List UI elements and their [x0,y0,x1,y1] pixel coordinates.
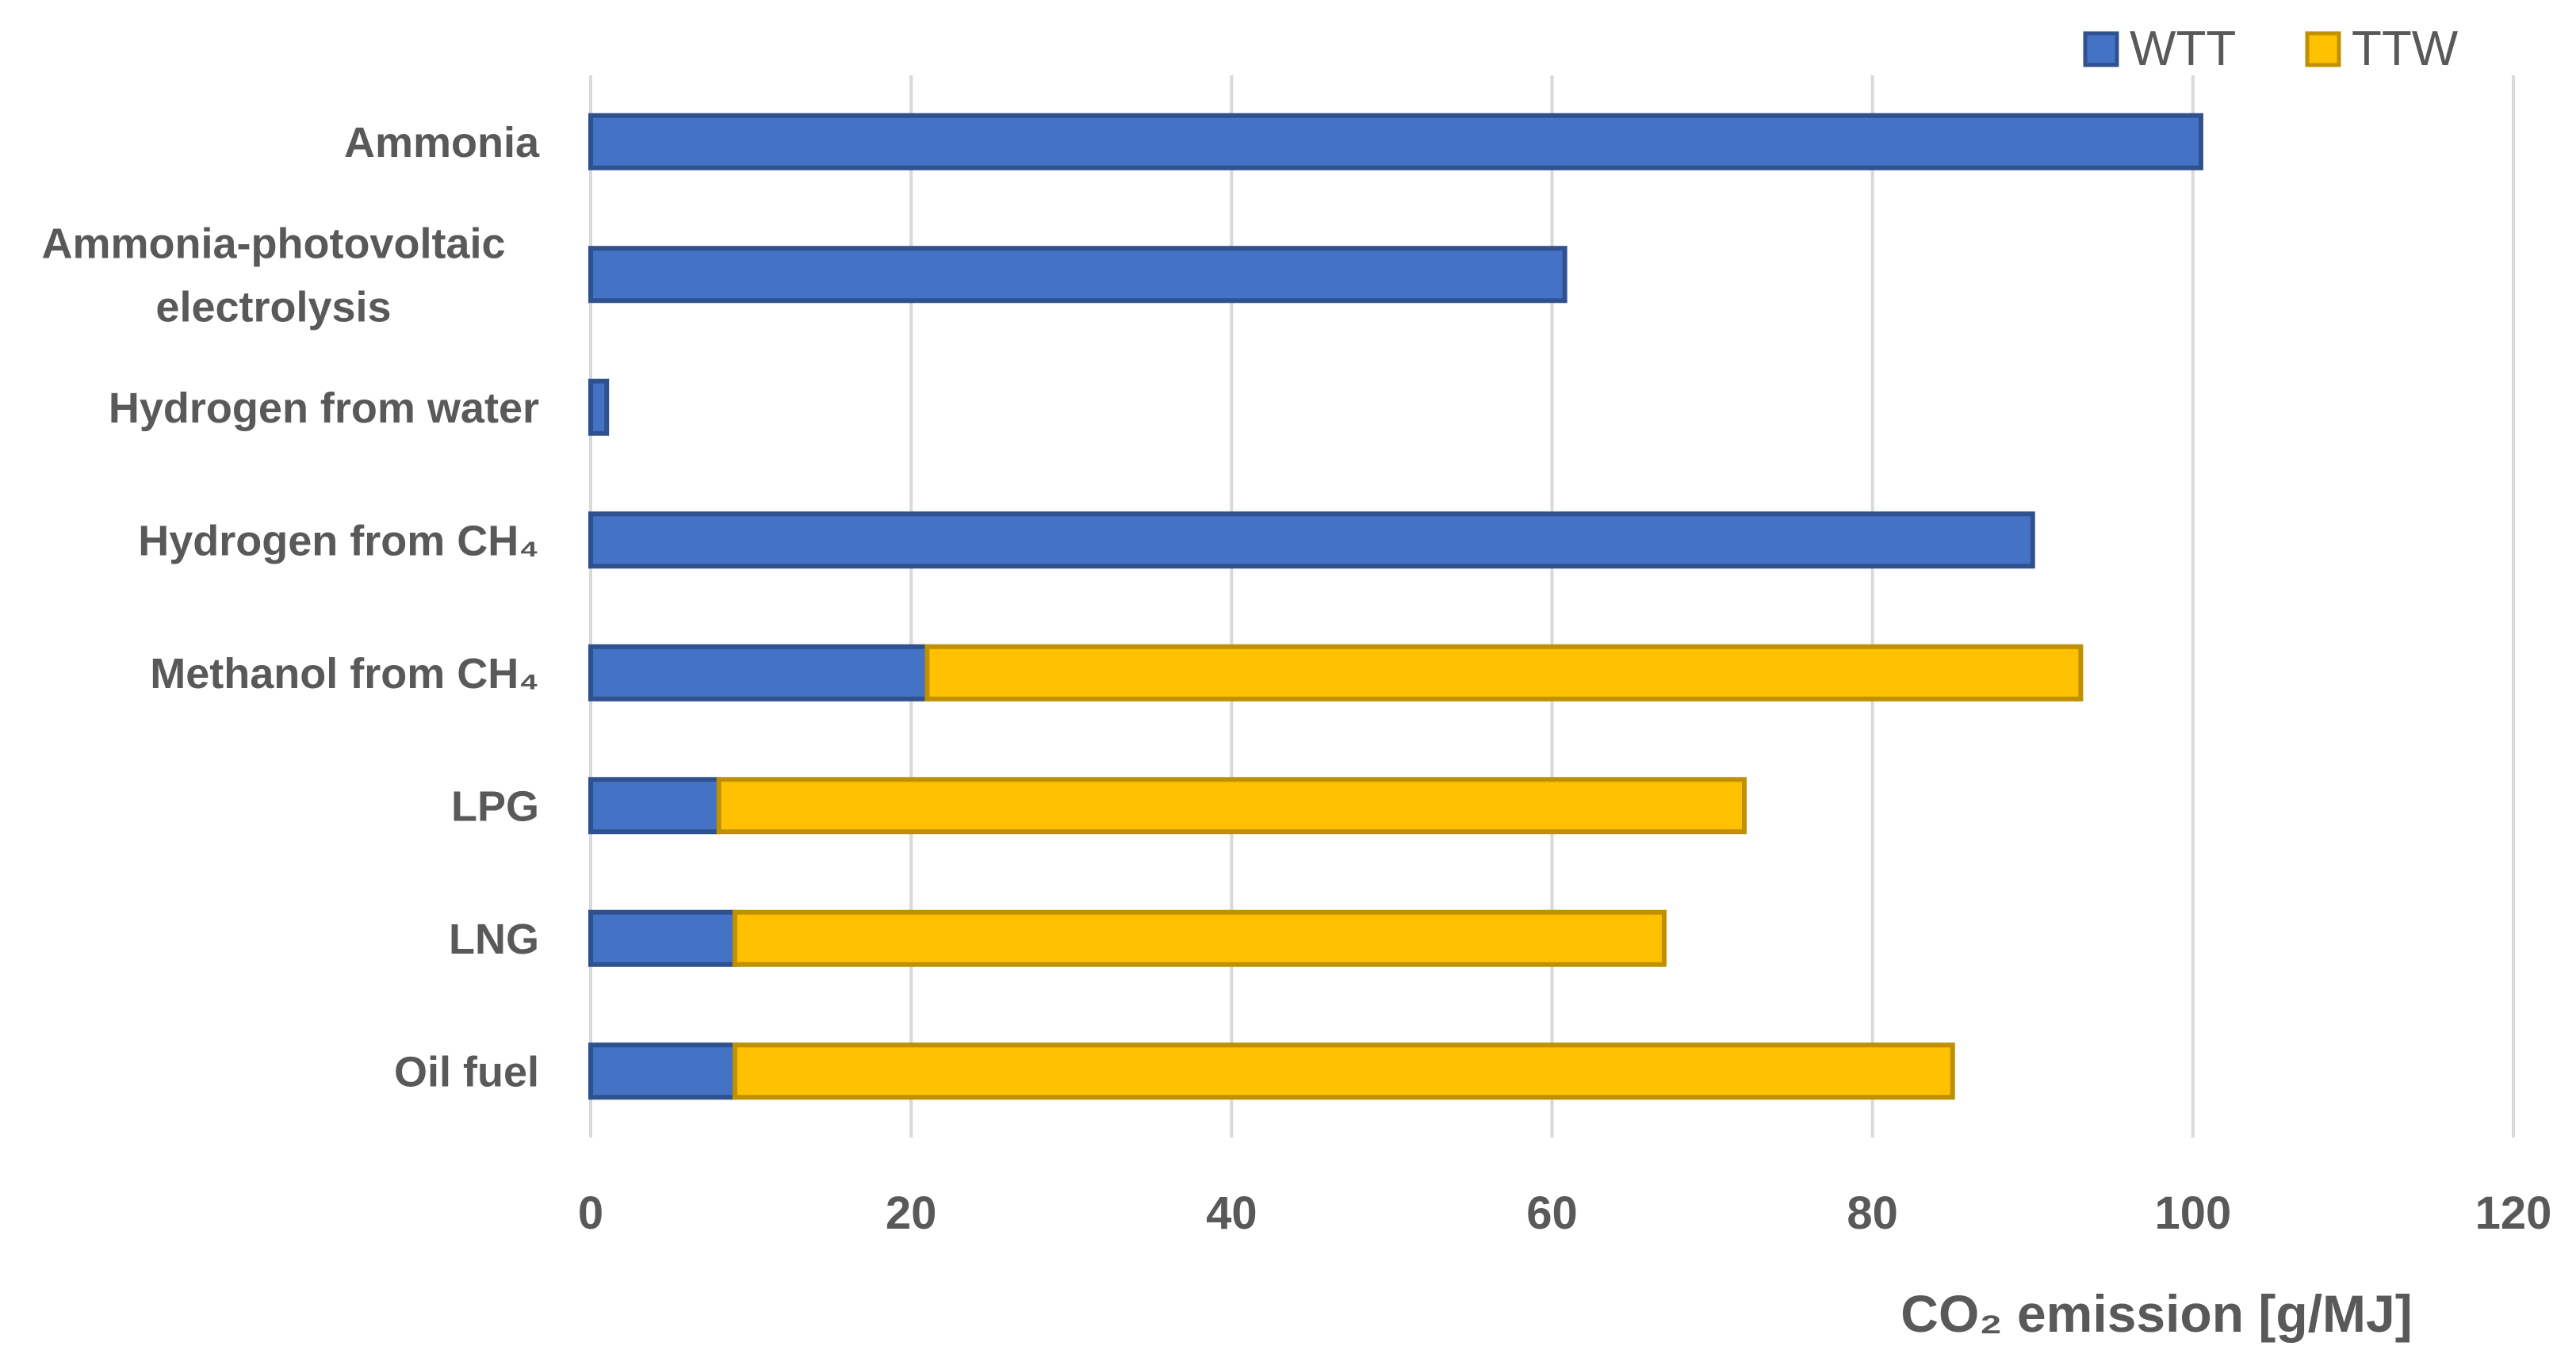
legend-swatch-ttw [2305,31,2341,67]
bar-wtt-7 [588,1042,737,1100]
category-label: electrolysis [155,283,391,331]
x-tick-label: 20 [886,1187,937,1239]
bar-wtt-5 [588,777,722,835]
bar-wtt-1 [588,246,1567,304]
bar-ttw-6 [732,909,1667,967]
bar-ttw-7 [732,1042,1955,1100]
legend: WTT TTW [2083,21,2459,76]
bar-wtt-6 [588,909,737,967]
x-tick-labels: 0 20 40 60 80 100 120 [578,1187,2552,1239]
x-tick-label: 100 [2154,1187,2231,1239]
category-label: Ammonia-photovoltaic [41,220,505,267]
category-label: Methanol from CH₄ [150,650,539,698]
legend-label-wtt: WTT [2130,21,2236,76]
bar-wtt-4 [588,644,930,702]
category-label: Ammonia [344,119,540,166]
x-tick-label: 120 [2475,1187,2552,1239]
x-tick-label: 0 [578,1187,603,1239]
bar-wtt-2 [588,378,610,436]
bars [588,113,2203,1100]
bar-wtt-3 [588,511,2035,569]
category-label: Hydrogen from CH₄ [138,517,539,564]
x-axis-title: CO₂ emission [g/MJ] [1900,1284,2412,1343]
category-labels: Ammonia Ammonia-photovoltaic electrolysis H… [41,119,539,1096]
category-label: LPG [451,782,539,830]
category-label: Hydrogen from water [109,384,539,432]
grid-lines [589,75,2515,1138]
bar-wtt-0 [588,113,2203,170]
bar-ttw-5 [716,777,1747,835]
x-tick-label: 40 [1206,1187,1257,1239]
bar-ttw-4 [924,644,2084,702]
category-label: Oil fuel [394,1048,539,1096]
legend-swatch-wtt [2083,31,2119,67]
legend-label-ttw: TTW [2352,21,2459,76]
x-tick-label: 60 [1526,1187,1578,1239]
category-label: LNG [449,916,539,963]
x-tick-label: 80 [1847,1187,1898,1239]
